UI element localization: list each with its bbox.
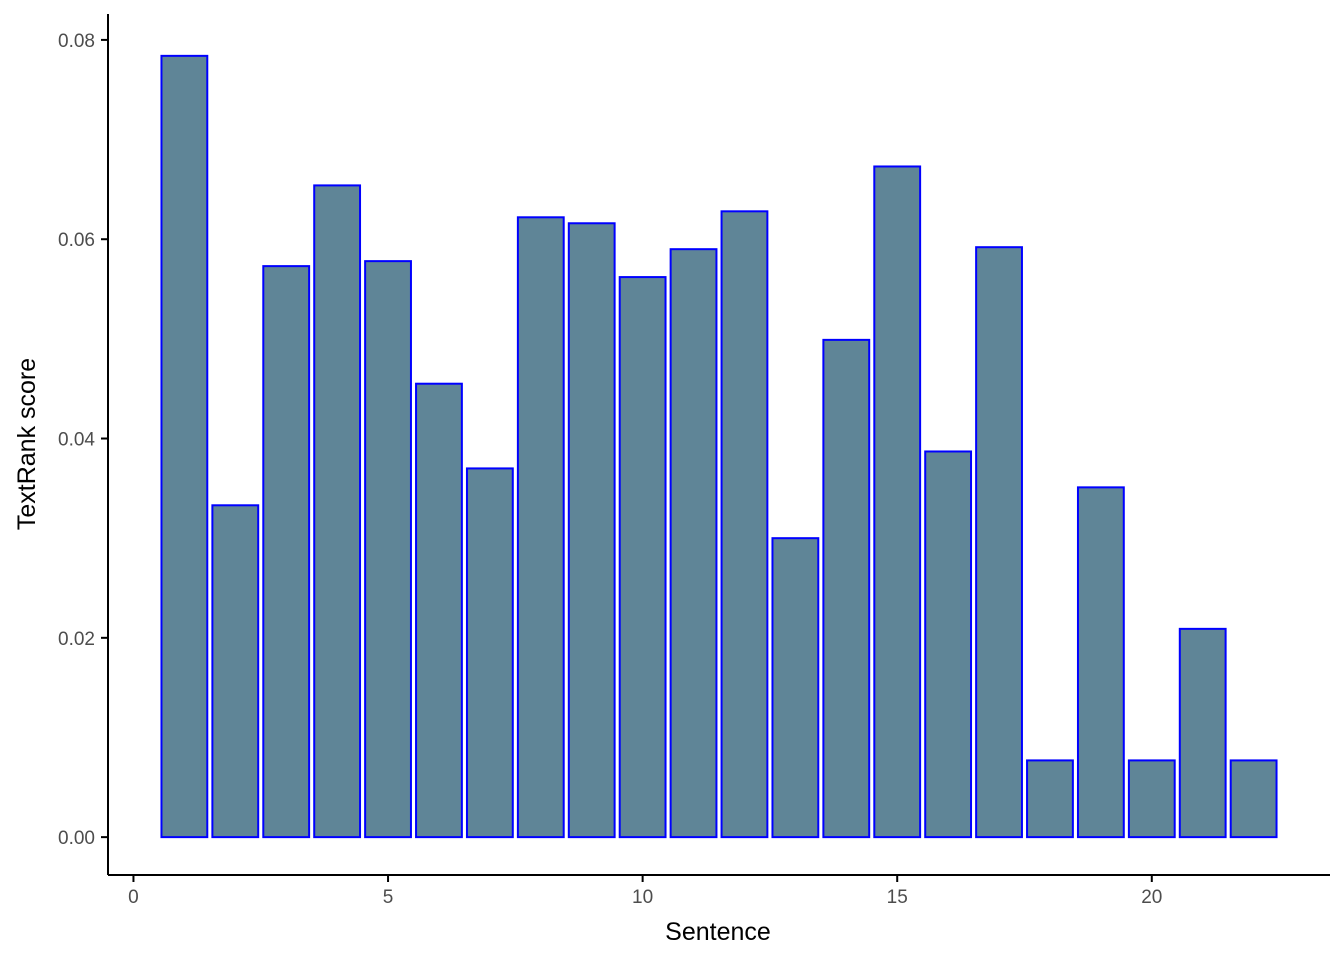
bar-sentence-16 (924, 450, 973, 839)
bar-sentence-19 (1076, 486, 1125, 839)
y-tick-label: 0.08 (58, 31, 95, 52)
bar-sentence-17 (975, 246, 1023, 839)
bar-sentence-9 (567, 222, 616, 839)
bar-sentence-6 (415, 382, 463, 839)
y-tick-label: 0.04 (58, 430, 95, 451)
bar-sentence-3 (262, 265, 311, 839)
y-tick-label: 0.06 (58, 230, 95, 251)
axes-group: 0 5 10 15 20 0.00 0.02 0.04 0.06 0.08 (58, 14, 1330, 908)
x-tick-label: 15 (887, 887, 908, 908)
x-tick-label: 20 (1141, 887, 1162, 908)
y-tick-label: 0.02 (58, 629, 95, 650)
bar-sentence-21 (1178, 627, 1227, 839)
bar-sentence-18 (1026, 759, 1074, 839)
bar-sentence-4 (313, 184, 362, 839)
bar-sentence-12 (720, 210, 769, 839)
bars-group (160, 54, 1278, 839)
bar-sentence-5 (364, 260, 412, 839)
bar-sentence-13 (771, 537, 820, 839)
bar-sentence-11 (669, 248, 718, 839)
bar-sentence-1 (160, 54, 209, 839)
bar-sentence-7 (465, 467, 514, 839)
y-tick-label: 0.00 (58, 828, 95, 849)
x-tick-label: 0 (128, 887, 139, 908)
x-tick-label: 10 (632, 887, 653, 908)
x-tick-label: 5 (383, 887, 394, 908)
bar-sentence-20 (1127, 759, 1176, 839)
y-axis-title: TextRank score (13, 358, 41, 530)
x-axis-title: Sentence (665, 918, 771, 946)
bar-sentence-22 (1229, 759, 1278, 839)
bar-sentence-2 (211, 504, 260, 839)
bar-sentence-8 (516, 216, 565, 839)
bar-sentence-10 (618, 276, 667, 839)
bar-sentence-14 (822, 338, 871, 839)
bar-sentence-15 (873, 165, 922, 839)
